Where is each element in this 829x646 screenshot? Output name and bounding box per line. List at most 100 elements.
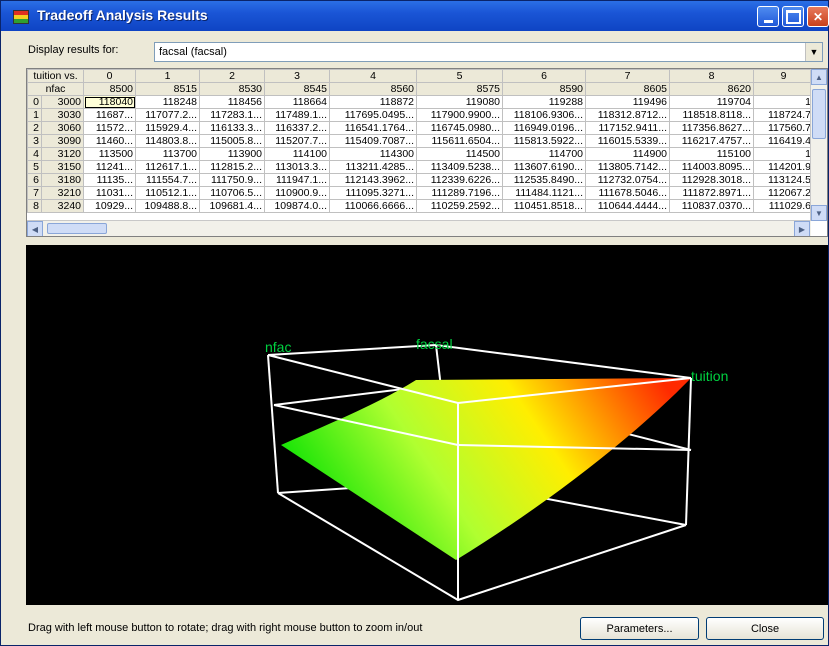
grid-cell[interactable]: 113124.5 [753, 173, 814, 187]
grid-cell[interactable]: 117077.2... [135, 108, 200, 122]
grid-cell[interactable]: 115813.5922... [502, 134, 586, 148]
grid-cell[interactable]: 113409.5238... [416, 160, 503, 174]
grid-col-value[interactable]: 8515 [135, 82, 200, 96]
scroll-down-icon[interactable]: ▼ [811, 205, 827, 221]
grid-col-value[interactable] [753, 82, 814, 96]
grid-row-value[interactable]: 3090 [41, 134, 84, 148]
table-row[interactable]: 1 3030 11687... 117077.2... 117283.1... 11748… [27, 108, 814, 122]
grid-cell[interactable]: 116133.3... [199, 121, 265, 135]
grid-cell[interactable]: 115100 [669, 147, 754, 161]
grid-cell[interactable]: 113500 [83, 147, 136, 161]
grid-cell[interactable]: 114500 [416, 147, 503, 161]
grid-cell[interactable]: 113211.4285... [329, 160, 417, 174]
grid-cell[interactable]: 114700 [502, 147, 586, 161]
grid-cell[interactable]: 111750.9... [199, 173, 265, 187]
grid-col-index[interactable]: 2 [199, 69, 265, 83]
grid-cell[interactable]: 115929.4... [135, 121, 200, 135]
grid-cell[interactable]: 118040 [83, 95, 136, 109]
grid-cell[interactable]: 109874.0... [264, 199, 330, 213]
grid-cell[interactable]: 116745.0980... [416, 121, 503, 135]
grid-cell[interactable]: 118724.7 [753, 108, 814, 122]
table-row[interactable]: 4 3120 113500 113700 113900 114100 114300 11450… [27, 147, 814, 161]
scroll-right-icon[interactable]: ▶ [794, 221, 810, 236]
table-row[interactable]: 7 3210 11031... 110512.1... 110706.5... 11090… [27, 186, 814, 200]
grid-cell[interactable]: 11687... [83, 108, 136, 122]
grid-cell[interactable]: 111095.3271... [329, 186, 417, 200]
grid-col-index[interactable]: 4 [329, 69, 417, 83]
grid-col-value[interactable]: 8620 [669, 82, 754, 96]
grid-cell[interactable]: 118106.9306... [502, 108, 586, 122]
grid-cell[interactable]: 11241... [83, 160, 136, 174]
grid-cell[interactable]: 119080 [416, 95, 503, 109]
grid-cell[interactable]: 118872 [329, 95, 417, 109]
grid-cell[interactable]: 119704 [669, 95, 754, 109]
grid-cell[interactable]: 109681.4... [199, 199, 265, 213]
grid-cell[interactable]: 113805.7142... [585, 160, 670, 174]
grid-cell[interactable]: 117560.7 [753, 121, 814, 135]
grid-cell[interactable]: 116337.2... [264, 121, 330, 135]
grid-cell[interactable]: 113900 [199, 147, 265, 161]
grid-row-index[interactable]: 2 [27, 121, 42, 135]
grid-cell[interactable]: 115005.8... [199, 134, 265, 148]
grid-cell[interactable]: 117489.1... [264, 108, 330, 122]
grid-cell[interactable]: 112928.3018... [669, 173, 754, 187]
table-row[interactable]: 0 3000 118040 118248 118456 118664 118872 11908… [27, 95, 814, 109]
grid-row-index[interactable]: 1 [27, 108, 42, 122]
grid-cell[interactable]: 119496 [585, 95, 670, 109]
grid-cell[interactable]: 111678.5046... [585, 186, 670, 200]
grid-cell[interactable]: 116419.4 [753, 134, 814, 148]
grid-cell[interactable]: 110512.1... [135, 186, 200, 200]
grid-row-index[interactable]: 7 [27, 186, 42, 200]
grid-cell[interactable]: 118312.8712... [585, 108, 670, 122]
surface-plot-3d[interactable]: nfac facsal tuition [26, 245, 828, 605]
grid-cell[interactable]: 116217.4757... [669, 134, 754, 148]
grid-cell[interactable]: 110706.5... [199, 186, 265, 200]
grid-cell[interactable]: 109488.8... [135, 199, 200, 213]
grid-cell[interactable]: 116015.5339... [585, 134, 670, 148]
grid-cell[interactable]: 114803.8... [135, 134, 200, 148]
grid-cell[interactable]: 110644.4444... [585, 199, 670, 213]
grid-cell[interactable]: 118664 [264, 95, 330, 109]
grid-cell[interactable]: 114100 [264, 147, 330, 161]
grid-cell[interactable]: 116541.1764... [329, 121, 417, 135]
grid-col-index[interactable]: 9 [753, 69, 814, 83]
grid-cell[interactable]: 112617.1... [135, 160, 200, 174]
grid-horizontal-scrollbar[interactable]: ◀ ▶ [27, 220, 811, 236]
grid-cell[interactable]: 119288 [502, 95, 586, 109]
grid-row-value[interactable]: 3210 [41, 186, 84, 200]
table-row[interactable]: 2 3060 11572... 115929.4... 116133.3... 11633… [27, 121, 814, 135]
grid-vertical-scrollbar[interactable]: ▲ ▼ [810, 69, 827, 221]
grid-row-value[interactable]: 3060 [41, 121, 84, 135]
grid-cell[interactable]: 10929... [83, 199, 136, 213]
grid-cell[interactable]: 117695.0495... [329, 108, 417, 122]
grid-cell[interactable]: 117900.9900... [416, 108, 503, 122]
minimize-button[interactable] [757, 6, 779, 27]
grid-col-value[interactable]: 8605 [585, 82, 670, 96]
grid-col-index[interactable]: 0 [83, 69, 136, 83]
grid-row-value[interactable]: 3120 [41, 147, 84, 161]
grid-row-value[interactable]: 3150 [41, 160, 84, 174]
grid-cell[interactable]: 117283.1... [199, 108, 265, 122]
display-results-select[interactable]: facsal (facsal) ▼ [154, 42, 823, 62]
vertical-scroll-thumb[interactable] [812, 89, 826, 139]
grid-row-index[interactable]: 6 [27, 173, 42, 187]
grid-cell[interactable]: 11031... [83, 186, 136, 200]
grid-cell[interactable]: 111029.6 [753, 199, 814, 213]
grid-col-index[interactable]: 5 [416, 69, 503, 83]
grid-cell[interactable]: 116949.0196... [502, 121, 586, 135]
grid-col-value[interactable]: 8560 [329, 82, 417, 96]
grid-row-value[interactable]: 3000 [41, 95, 84, 109]
parameters-button[interactable]: Parameters... [580, 617, 699, 640]
grid-row-index[interactable]: 5 [27, 160, 42, 174]
grid-cell[interactable]: 111872.8971... [669, 186, 754, 200]
grid-cell[interactable]: 110066.6666... [329, 199, 417, 213]
grid-cell[interactable]: 1 [753, 95, 814, 109]
grid-cell[interactable]: 112732.0754... [585, 173, 670, 187]
grid-cell[interactable]: 118518.8118... [669, 108, 754, 122]
grid-col-value[interactable]: 8590 [502, 82, 586, 96]
grid-cell[interactable]: 113607.6190... [502, 160, 586, 174]
grid-cell[interactable]: 111484.1121... [502, 186, 586, 200]
grid-col-value[interactable]: 8500 [83, 82, 136, 96]
chevron-down-icon[interactable]: ▼ [805, 43, 822, 61]
grid-cell[interactable]: 1 [753, 147, 814, 161]
